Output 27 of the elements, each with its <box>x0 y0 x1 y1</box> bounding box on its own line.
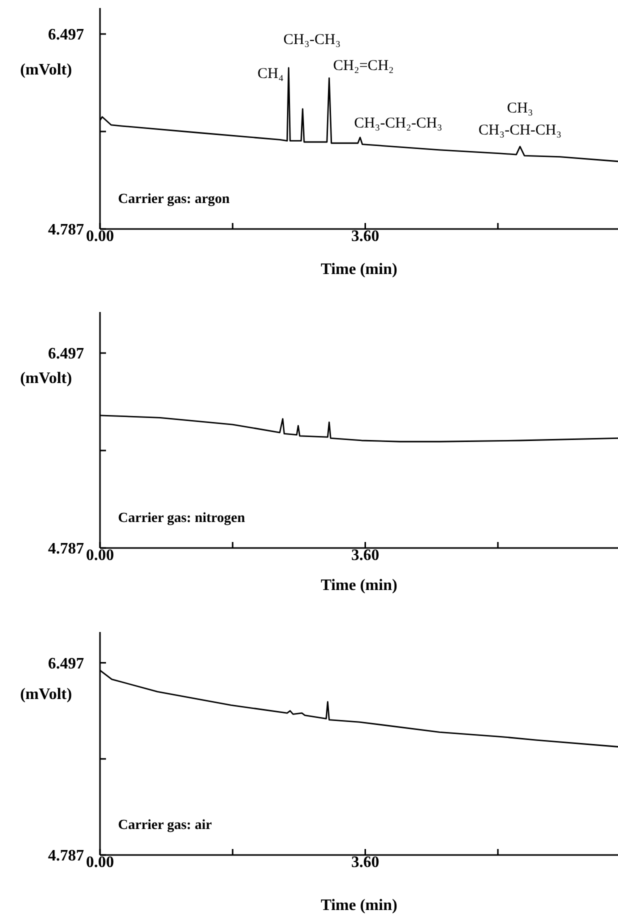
x-axis-title: Time (min) <box>320 261 398 278</box>
x-tick-label: 0.00 <box>86 547 114 564</box>
y-axis-title: (mVolt) <box>20 61 72 78</box>
annotation: CH₂=CH₂ <box>333 58 394 74</box>
annotation: CH₃-CH-CH₃ <box>478 122 562 139</box>
y-tick-label: 6.497 <box>48 26 84 44</box>
x-tick-label: 3.60 <box>351 228 380 245</box>
y-tick-label: 4.787 <box>48 848 84 865</box>
x-tick-label: 3.60 <box>351 547 380 564</box>
annotation: Carrier gas: air <box>118 818 212 833</box>
annotation: CH₄ <box>258 66 284 82</box>
annotation: Carrier gas: argon <box>118 192 230 207</box>
x-tick-label: 0.00 <box>86 854 114 871</box>
x-tick-label: 0.00 <box>86 228 114 245</box>
y-tick-label: 4.787 <box>48 540 84 558</box>
x-axis-title: Time (min) <box>320 897 398 914</box>
x-tick-label: 3.60 <box>351 854 380 871</box>
annotation: Carrier gas: nitrogen <box>118 511 246 526</box>
y-tick-label: 4.787 <box>48 222 84 239</box>
y-axis-title: (mVolt) <box>20 686 72 703</box>
annotation: CH₃-CH₂-CH₃ <box>354 115 442 132</box>
y-tick-label: 6.497 <box>48 655 84 672</box>
y-axis-title: (mVolt) <box>20 370 72 387</box>
annotation: CH₃ <box>506 100 534 117</box>
x-axis-title: Time (min) <box>320 577 398 594</box>
y-tick-label: 6.497 <box>48 346 84 363</box>
annotation: CH₃-CH₃ <box>283 32 341 48</box>
